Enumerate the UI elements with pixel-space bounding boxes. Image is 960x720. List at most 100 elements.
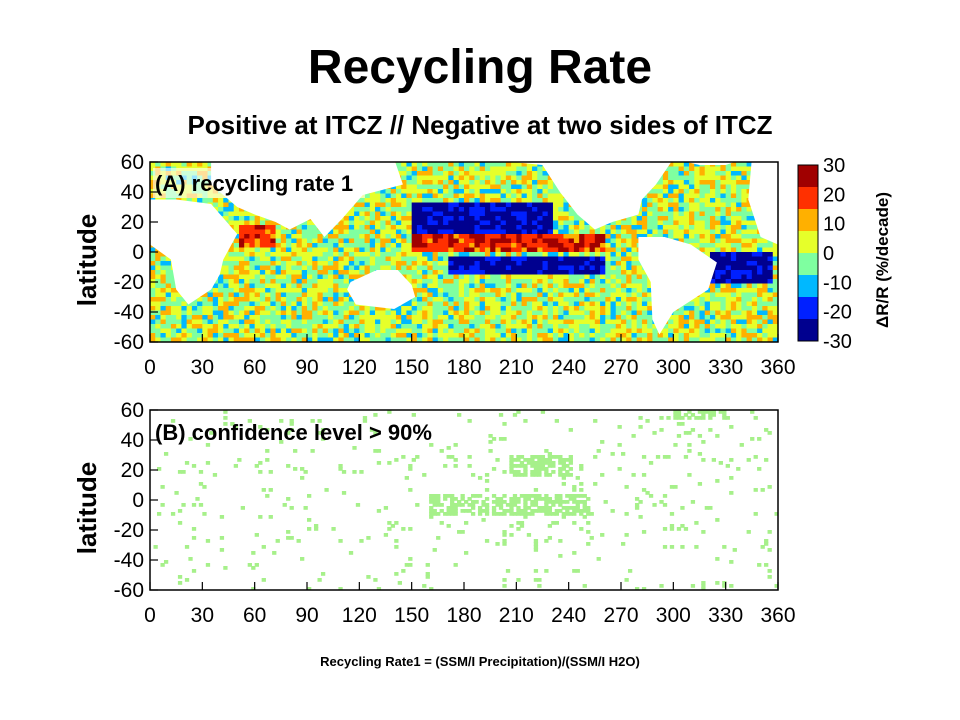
heat-cell [589, 234, 596, 240]
significance-cell [680, 416, 685, 420]
heat-cell [730, 274, 737, 280]
heat-cell [532, 175, 538, 181]
heat-cell [552, 333, 559, 339]
heat-cell [762, 301, 769, 307]
heat-cell [673, 315, 680, 321]
heat-cell [218, 198, 224, 204]
heat-cell [385, 256, 392, 262]
heat-cell [150, 247, 156, 253]
heat-cell [291, 225, 298, 231]
heat-cell [636, 225, 643, 231]
heat-cell [683, 229, 690, 235]
heat-cell [343, 216, 350, 222]
heat-cell [568, 297, 575, 303]
heat-cell [767, 328, 774, 334]
heat-cell [186, 324, 193, 330]
heat-cell [694, 306, 701, 312]
heat-cell [610, 220, 617, 226]
heat-cell [244, 310, 251, 316]
heat-cell [762, 256, 769, 262]
heat-cell [668, 319, 674, 325]
heat-cell [730, 189, 737, 195]
heat-cell [458, 297, 465, 303]
heat-cell [249, 310, 256, 316]
heat-cell [715, 333, 722, 339]
heat-cell [532, 243, 538, 249]
heat-cell [427, 328, 434, 334]
heat-cell [746, 292, 753, 298]
heat-cell [233, 211, 240, 217]
heat-cell [202, 162, 209, 168]
heat-cell [537, 220, 544, 226]
heat-cell [584, 234, 591, 240]
heat-cell [678, 171, 685, 177]
heat-cell [301, 310, 308, 316]
heat-cell [662, 225, 669, 231]
heat-cell [343, 315, 350, 321]
heat-cell [589, 279, 596, 285]
heat-cell [615, 301, 622, 307]
heat-cell [380, 265, 387, 271]
heat-cell [725, 211, 732, 217]
heat-cell [636, 265, 643, 271]
heat-cell [730, 238, 737, 244]
heat-cell [736, 337, 742, 342]
heat-cell [411, 288, 418, 294]
heat-cell [579, 315, 585, 321]
heat-cell [615, 270, 622, 276]
heat-cell [375, 306, 381, 312]
heat-cell [495, 202, 502, 208]
colorbar-swatch [798, 249, 818, 254]
heat-cell [395, 202, 402, 208]
heat-cell [369, 211, 376, 217]
heat-cell [453, 265, 460, 271]
colorbar-swatch [798, 216, 818, 221]
heat-cell [416, 333, 423, 339]
heat-cell [364, 306, 371, 312]
heat-cell [317, 229, 324, 235]
heat-cell [757, 256, 763, 262]
heat-cell [375, 238, 381, 244]
heat-cell [495, 189, 502, 195]
heat-cell [563, 238, 570, 244]
heat-cell [369, 220, 376, 226]
heat-cell [709, 256, 716, 262]
heat-cell [479, 171, 486, 177]
heat-cell [150, 180, 156, 186]
heat-cell [390, 315, 397, 321]
significance-cell [209, 431, 214, 435]
heat-cell [453, 288, 460, 294]
heat-cell [709, 202, 716, 208]
heat-cell [197, 198, 203, 204]
heat-cell [558, 198, 565, 204]
heat-cell [259, 292, 266, 298]
heat-cell [401, 301, 408, 307]
heat-cell [725, 243, 732, 249]
heat-cell [458, 328, 465, 334]
heat-cell [464, 324, 470, 330]
heat-cell [720, 297, 727, 303]
heat-cell [668, 229, 674, 235]
heat-cell [537, 247, 544, 253]
heat-cell [709, 283, 716, 289]
heat-cell [233, 256, 240, 262]
heat-cell [422, 247, 428, 253]
heat-cell [563, 247, 570, 253]
heat-cell [657, 333, 664, 339]
heat-cell [165, 319, 172, 325]
heat-cell [694, 301, 701, 307]
heat-cell [150, 252, 156, 258]
heat-cell [673, 211, 680, 217]
heat-cell [511, 234, 517, 240]
heat-cell [333, 310, 339, 316]
heat-cell [464, 243, 470, 249]
heat-cell [526, 288, 533, 294]
heat-cell [354, 202, 360, 208]
heat-cell [312, 265, 319, 271]
heat-cell [762, 279, 769, 285]
heat-cell [730, 301, 737, 307]
heat-cell [301, 301, 308, 307]
heat-cell [511, 288, 517, 294]
heat-cell [244, 324, 251, 330]
heat-cell [259, 324, 266, 330]
